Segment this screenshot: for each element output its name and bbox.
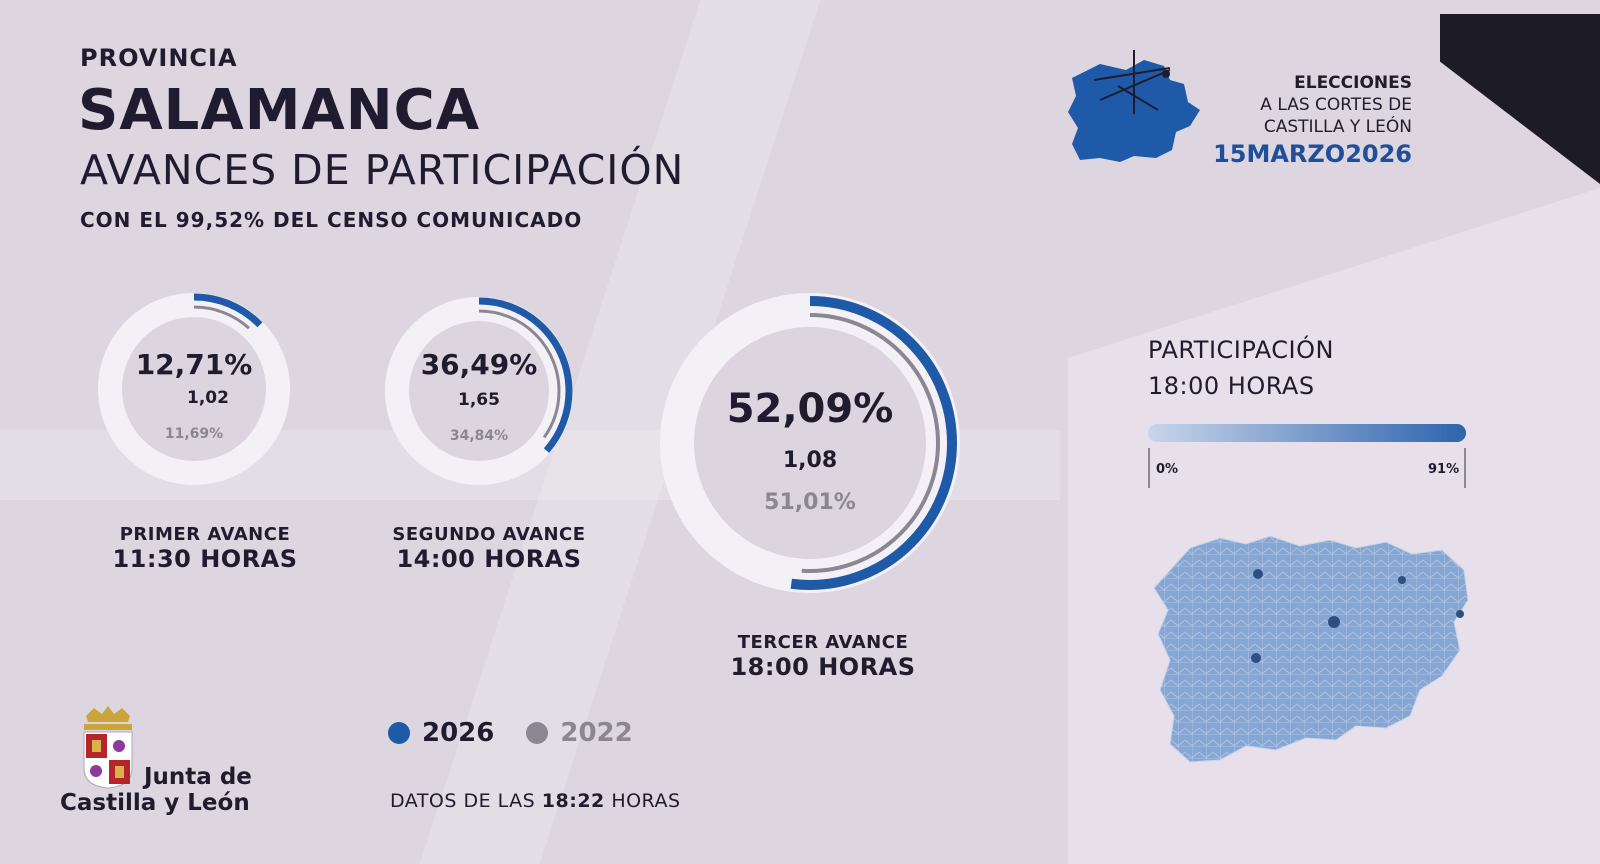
ratio: 1,08 bbox=[782, 448, 838, 473]
pct-2026: 52,09% bbox=[726, 386, 894, 432]
ring-second-advance: 36,49% 1,65 34,84% bbox=[366, 286, 592, 496]
arc-2022 bbox=[680, 313, 940, 573]
arc-2022 bbox=[397, 309, 561, 473]
arc-2026 bbox=[98, 293, 290, 485]
caption-advance-name: TERCER AVANCE bbox=[737, 632, 909, 653]
ratio: 1,02 bbox=[187, 388, 229, 408]
scale-min-label: 0% bbox=[1156, 462, 1179, 477]
election-date: 15MARZO2026 bbox=[1213, 140, 1412, 168]
scale-tick-max bbox=[1464, 448, 1466, 488]
ring-third-advance: 52,09% 1,08 51,01% bbox=[648, 288, 972, 598]
arc-2026 bbox=[663, 296, 957, 590]
election-title-line3: CASTILLA Y LEÓN bbox=[1263, 117, 1412, 137]
legend-dot-2022 bbox=[526, 722, 549, 744]
page-subtitle: AVANCES DE PARTICIPACIÓN bbox=[80, 146, 685, 194]
corner-decoration bbox=[1440, 14, 1600, 184]
legend-dot-2026 bbox=[388, 722, 410, 744]
province-name: SALAMANCA bbox=[78, 78, 481, 143]
ring-chart-second bbox=[385, 297, 573, 485]
participation-hour: 18:00 HORAS bbox=[1148, 372, 1315, 400]
caption-advance-name: SEGUNDO AVANCE bbox=[392, 524, 586, 545]
data-timestamp-time: 18:22 bbox=[541, 790, 605, 812]
coat-of-arms-icon bbox=[83, 706, 133, 789]
pct-2022: 34,84% bbox=[449, 428, 509, 444]
scale-tick-min bbox=[1148, 448, 1150, 488]
color-scale-bar bbox=[1148, 424, 1466, 442]
caption-first-advance: PRIMER AVANCE 11:30 HORAS bbox=[90, 524, 320, 573]
pct-2022: 51,01% bbox=[764, 490, 856, 515]
caption-advance-name: PRIMER AVANCE bbox=[119, 524, 291, 545]
salamanca-municipalities-map bbox=[1153, 535, 1469, 763]
election-title-line2: A LAS CORTES DE bbox=[1260, 95, 1412, 115]
data-timestamp: DATOS DE LAS 18:22 HORAS bbox=[390, 790, 681, 812]
census-prefix: CON EL bbox=[80, 208, 168, 232]
caption-advance-hour: 14:00 HORAS bbox=[396, 545, 582, 573]
data-timestamp-suffix: HORAS bbox=[611, 790, 681, 812]
institution-line2: Castilla y León bbox=[60, 790, 250, 816]
census-note: CON EL 99,52% DEL CENSO COMUNICADO bbox=[80, 208, 582, 232]
legend-label-2026: 2026 bbox=[422, 718, 495, 748]
institution-line1: Junta de bbox=[144, 764, 252, 790]
caption-second-advance: SEGUNDO AVANCE 14:00 HORAS bbox=[374, 524, 604, 573]
legend-label-2022: 2022 bbox=[560, 718, 633, 748]
data-timestamp-prefix: DATOS DE LAS bbox=[390, 790, 536, 812]
pct-2026: 12,71% bbox=[135, 348, 253, 381]
caption-advance-hour: 11:30 HORAS bbox=[112, 545, 298, 573]
junta-logo: Junta de Castilla y León bbox=[60, 706, 290, 816]
pct-2022: 11,69% bbox=[164, 426, 224, 442]
legend-item-2026: 2026 bbox=[388, 718, 494, 748]
arc-2026 bbox=[385, 297, 573, 485]
caption-third-advance: TERCER AVANCE 18:00 HORAS bbox=[708, 632, 938, 681]
legend-item-2022: 2022 bbox=[526, 718, 633, 748]
province-label: PROVINCIA bbox=[80, 44, 238, 72]
pct-2026: 36,49% bbox=[420, 348, 538, 381]
participation-title: PARTICIPACIÓN bbox=[1148, 336, 1334, 364]
scale-max-label: 91% bbox=[1428, 462, 1460, 477]
census-suffix: DEL CENSO COMUNICADO bbox=[273, 208, 583, 232]
ratio: 1,65 bbox=[458, 390, 500, 410]
election-title: ELECCIONES A LAS CORTES DE CASTILLA Y LE… bbox=[1150, 72, 1412, 170]
census-value: 99,52% bbox=[175, 208, 266, 232]
ring-first-advance: 12,71% 1,02 11,69% bbox=[78, 282, 310, 496]
ring-chart-first bbox=[98, 293, 290, 485]
year-legend: 2026 2022 bbox=[388, 718, 633, 748]
ring-chart-third bbox=[660, 293, 960, 593]
castilla-leon-map-logo-icon bbox=[1068, 50, 1200, 162]
caption-advance-hour: 18:00 HORAS bbox=[730, 653, 916, 681]
arc-2022 bbox=[110, 305, 278, 473]
election-title-line1: ELECCIONES bbox=[1294, 73, 1412, 93]
